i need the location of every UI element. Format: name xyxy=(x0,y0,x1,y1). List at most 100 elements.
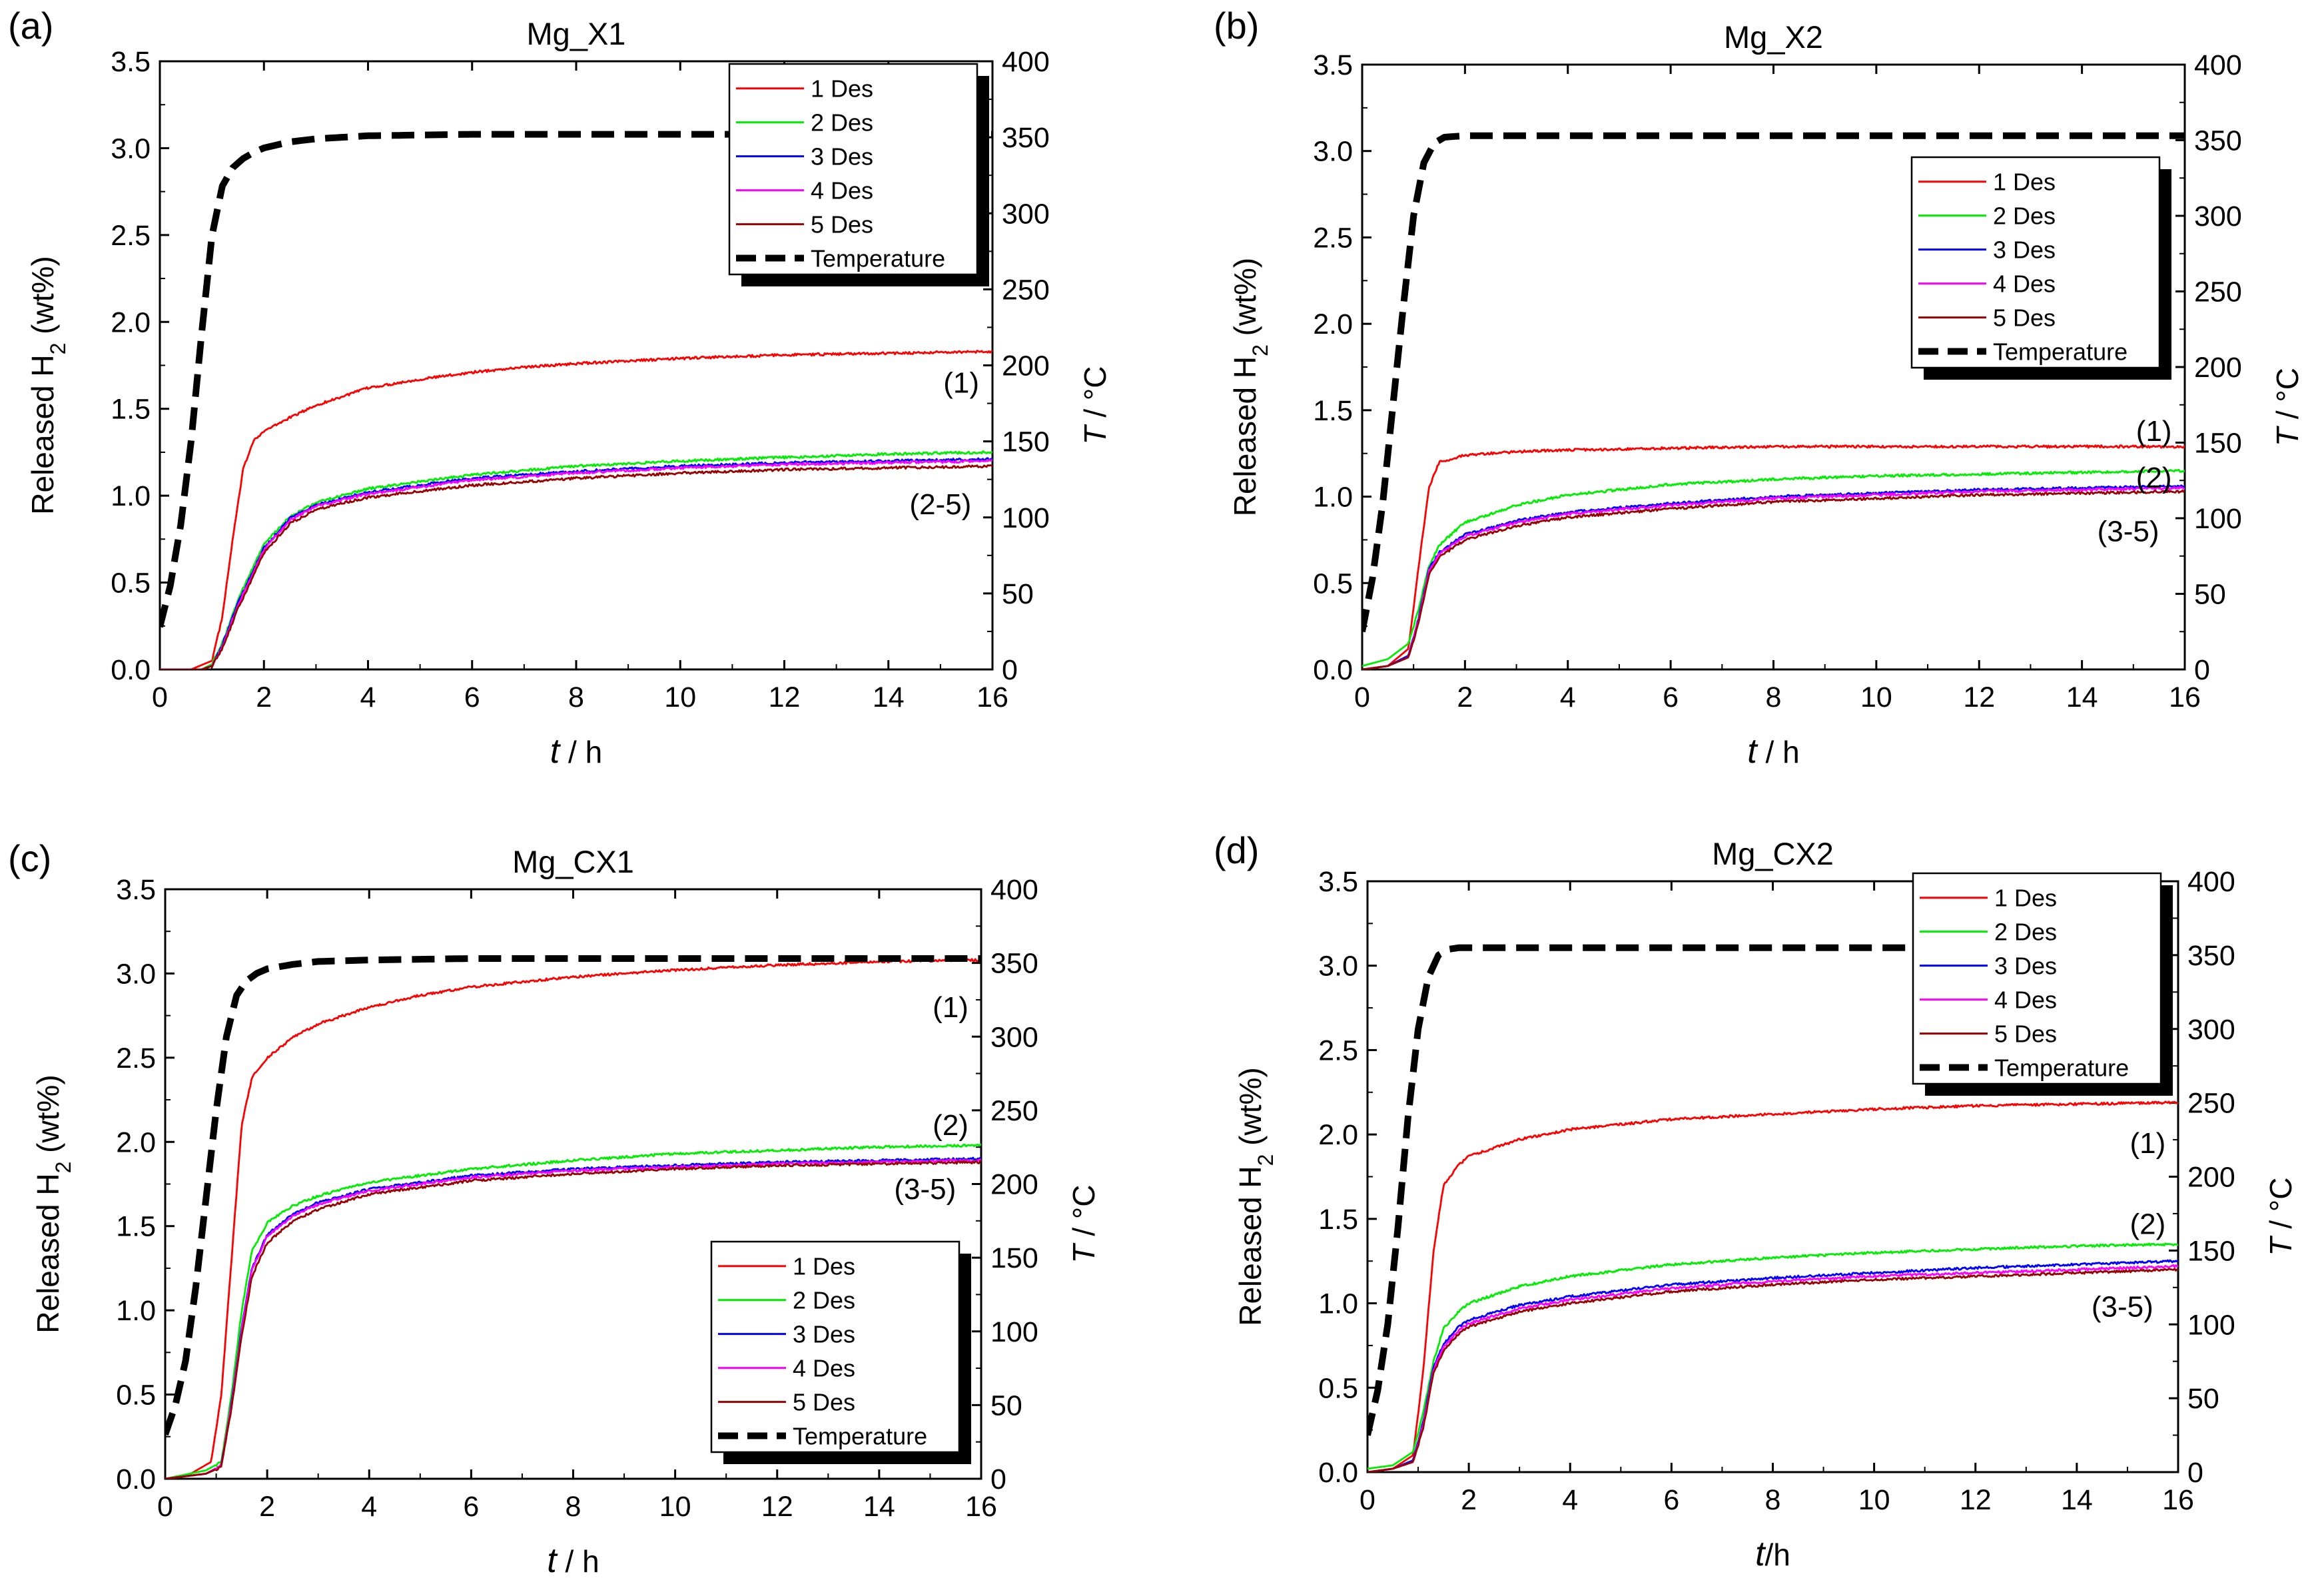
y2-axis-unit: / °C xyxy=(1078,366,1112,426)
y-tick-label: 0.0 xyxy=(116,1463,156,1495)
y2-tick-label: 300 xyxy=(1002,198,1050,230)
y-axis-title: Released H2 (wt%) xyxy=(31,1074,75,1333)
legend-label: 1 Des xyxy=(811,75,873,103)
y2-tick-label: 300 xyxy=(2187,1014,2235,1046)
x-axis-unit: /h xyxy=(1765,1537,1790,1572)
y2-axis-unit: / °C xyxy=(2263,1177,2298,1237)
y2-tick-label: 300 xyxy=(2194,200,2242,232)
y2-axis-variable: T xyxy=(1066,1243,1101,1264)
x-tick-label: 10 xyxy=(1860,681,1892,713)
legend: 1 Des 2 Des 3 Des 4 Des 5 Des Temperature xyxy=(1910,156,2171,380)
y-tick-label: 2.0 xyxy=(111,306,151,338)
x-axis-unit: / h xyxy=(1757,735,1800,769)
legend-label: 3 Des xyxy=(793,1321,855,1348)
curve-annotation: (2) xyxy=(2129,1208,2165,1240)
y2-tick-label: 50 xyxy=(990,1390,1022,1421)
data-layer xyxy=(1362,132,2185,669)
y-tick-label: 0.5 xyxy=(1313,568,1353,599)
y2-tick-label: 0 xyxy=(2194,654,2210,686)
x-tick-label: 4 xyxy=(1560,681,1576,713)
legend-label: 3 Des xyxy=(1993,236,2056,264)
series-line-5 xyxy=(160,464,992,669)
y2-axis-variable: T xyxy=(2263,1236,2298,1256)
legend: 1 Des 2 Des 3 Des 4 Des 5 Des Temperature xyxy=(710,1240,971,1464)
y2-axis-variable: T xyxy=(2270,426,2305,446)
legend-label: 4 Des xyxy=(793,1355,855,1382)
y-tick-label: 1.0 xyxy=(1318,1288,1358,1320)
x-tick-label: 16 xyxy=(2169,681,2201,713)
legend-label: 4 Des xyxy=(811,177,873,204)
y2-tick-label: 150 xyxy=(990,1242,1038,1274)
y-tick-label: 0.0 xyxy=(1318,1457,1358,1489)
legend-label: Temperature xyxy=(1993,338,2127,366)
y2-tick-label: 0 xyxy=(2187,1457,2203,1489)
y-axis-text: Released H xyxy=(31,1173,65,1333)
x-tick-label: 2 xyxy=(1461,1484,1477,1516)
series-line-4 xyxy=(1367,1264,2178,1472)
x-tick-label: 10 xyxy=(659,1491,691,1523)
legend: 1 Des 2 Des 3 Des 4 Des 5 Des Temperature xyxy=(728,63,989,286)
y-tick-label: 3.0 xyxy=(1313,136,1353,168)
chart-panel-1: (a) Mg_X1 0 2 4 6 8 10 12 14 16 0.0 0.5 1.0 1.5 2.0 2.5 3… xyxy=(8,5,1112,771)
y-axis-title: Released H2 (wt%) xyxy=(25,256,70,514)
curve-annotation: (3-5) xyxy=(2092,1291,2153,1324)
y-tick-label: 2.0 xyxy=(116,1126,156,1158)
y2-tick-label: 200 xyxy=(2194,352,2242,384)
x-tick-label: 2 xyxy=(1457,681,1473,713)
legend-label: 5 Des xyxy=(811,211,873,238)
y2-axis-title: T / °C xyxy=(2270,368,2305,446)
legend-label: 2 Des xyxy=(1994,919,2057,946)
panel-letter: (d) xyxy=(1214,829,1259,871)
legend-label: 4 Des xyxy=(1994,987,2057,1014)
y-tick-label: 1.0 xyxy=(116,1295,156,1327)
y2-axis-title: T / °C xyxy=(2263,1177,2298,1256)
x-tick-label: 6 xyxy=(1663,681,1679,713)
y-tick-label: 0.5 xyxy=(1318,1372,1358,1404)
curve-annotation: (1) xyxy=(2129,1127,2165,1160)
x-tick-label: 2 xyxy=(259,1491,275,1523)
chart-panel-4: (d) Mg_CX2 0 2 4 6 8 10 12 14 16 0.0 0.5 1.0 1.5 2.0 2.5… xyxy=(1214,829,2298,1573)
panel-title: Mg_CX1 xyxy=(512,844,634,879)
series-line-4 xyxy=(160,459,992,669)
y2-tick-label: 250 xyxy=(2187,1088,2235,1120)
y2-tick-label: 150 xyxy=(2187,1235,2235,1267)
y-axis-tail: (wt%) xyxy=(31,1074,65,1161)
y2-tick-label: 150 xyxy=(1002,426,1050,458)
series-temperature xyxy=(1362,132,2185,633)
y-axis-subscript: 2 xyxy=(46,343,70,355)
y2-tick-label: 350 xyxy=(2194,125,2242,157)
x-axis-variable: t xyxy=(1747,732,1758,771)
y-tick-label: 3.0 xyxy=(1318,951,1358,983)
y-tick-label: 1.5 xyxy=(1318,1204,1358,1236)
y-tick-label: 2.0 xyxy=(1313,308,1353,340)
x-tick-label: 8 xyxy=(568,681,584,713)
series-line-3 xyxy=(1362,484,2185,669)
x-tick-label: 14 xyxy=(863,1491,895,1523)
legend-label: 2 Des xyxy=(1993,202,2056,230)
legend: 1 Des 2 Des 3 Des 4 Des 5 Des Temperature xyxy=(1912,872,2173,1096)
y2-tick-label: 0 xyxy=(990,1463,1006,1495)
y-axis-tail: (wt%) xyxy=(1233,1067,1268,1154)
x-tick-label: 12 xyxy=(761,1491,793,1523)
y2-tick-label: 250 xyxy=(2194,276,2242,308)
y-axis-title: Released H2 (wt%) xyxy=(1228,258,1272,516)
chart-panel-3: (c) Mg_CX1 0 2 4 6 8 10 12 14 16 0.0 0.5 1.0 1.5 2.0 2.5… xyxy=(8,837,1101,1580)
x-axis-title: t / h xyxy=(1747,732,1799,771)
curve-annotation: (3-5) xyxy=(2098,515,2159,548)
y2-tick-label: 400 xyxy=(2194,49,2242,81)
panel-letter: (a) xyxy=(8,5,53,47)
series-line-3 xyxy=(1367,1259,2178,1472)
x-tick-label: 12 xyxy=(1963,681,1995,713)
series-line-2 xyxy=(1367,1242,2178,1470)
y2-tick-label: 100 xyxy=(990,1316,1038,1348)
legend-label: 1 Des xyxy=(1994,885,2057,912)
series-line-3 xyxy=(165,1156,981,1479)
y-tick-label: 3.0 xyxy=(111,133,151,165)
y-tick-label: 0.5 xyxy=(111,568,151,599)
y2-tick-label: 350 xyxy=(990,948,1038,980)
y-tick-label: 3.5 xyxy=(1318,866,1358,898)
legend-label: 5 Des xyxy=(793,1389,855,1416)
y2-tick-label: 350 xyxy=(2187,940,2235,972)
series-line-1 xyxy=(160,350,992,669)
